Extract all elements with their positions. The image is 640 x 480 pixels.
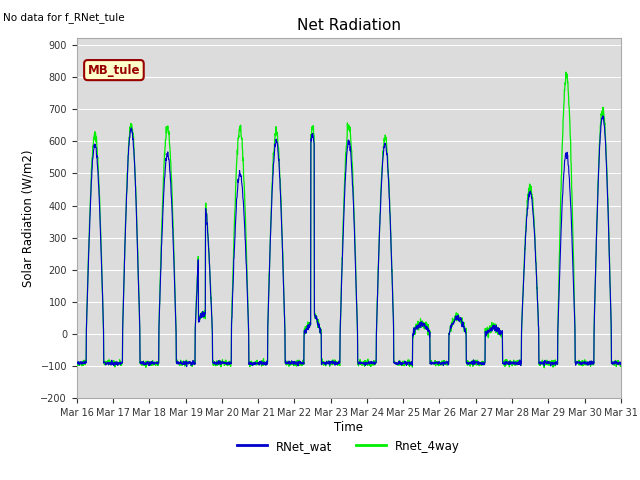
RNet_wat [376, 209, 384, 215]
Rnet_4way [540, 365, 548, 371]
Legend: RNet_wat, Rnet_4way: RNet_wat, Rnet_4way [233, 435, 465, 457]
Line: RNet_wat: RNet_wat [77, 116, 621, 367]
Rnet_4way [507, 360, 515, 365]
Rnet_4way [365, 360, 372, 366]
Text: MB_tule: MB_tule [88, 63, 140, 77]
X-axis label: Time: Time [334, 421, 364, 434]
Rnet_4way [584, 359, 592, 365]
Title: Net Radiation: Net Radiation [297, 18, 401, 33]
RNet_wat [183, 364, 191, 370]
Rnet_4way [562, 69, 570, 75]
Rnet_4way [73, 360, 81, 365]
Rnet_4way [376, 212, 384, 217]
RNet_wat [584, 359, 592, 365]
Text: No data for f_RNet_tule: No data for f_RNet_tule [3, 12, 125, 23]
Rnet_4way [570, 244, 577, 250]
RNet_wat [73, 359, 81, 365]
RNet_wat [507, 359, 515, 365]
RNet_wat [225, 359, 232, 365]
Rnet_4way [225, 360, 232, 366]
Y-axis label: Solar Radiation (W/m2): Solar Radiation (W/m2) [22, 150, 35, 287]
RNet_wat [599, 113, 607, 119]
Rnet_4way [617, 363, 625, 369]
RNet_wat [569, 263, 577, 269]
Line: Rnet_4way: Rnet_4way [77, 72, 621, 368]
RNet_wat [617, 360, 625, 366]
RNet_wat [365, 360, 372, 365]
